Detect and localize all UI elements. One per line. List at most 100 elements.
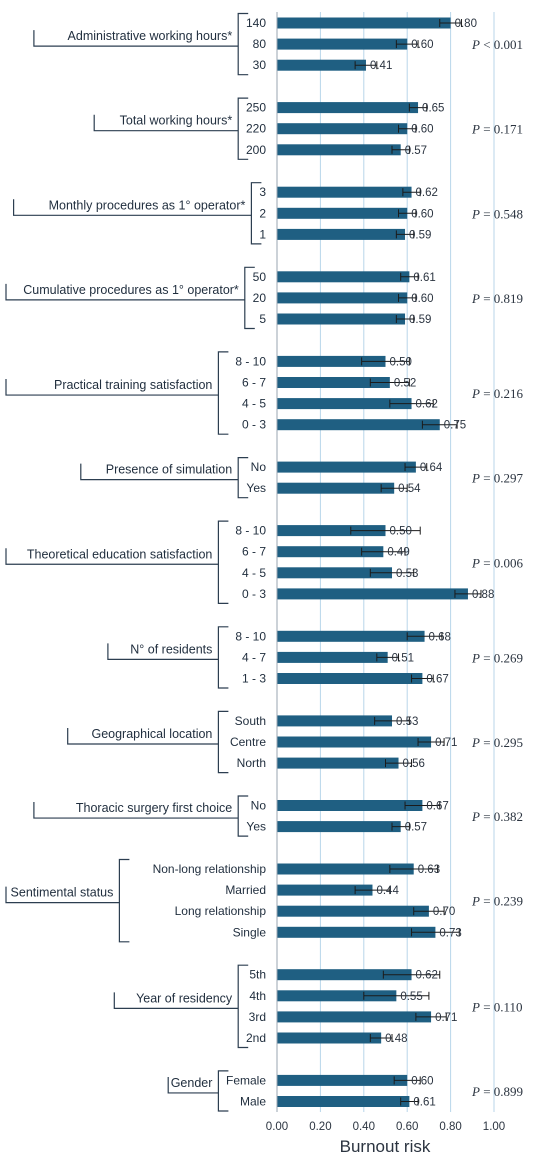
category-label: 30 — [253, 58, 267, 72]
group-label: Geographical location — [91, 727, 212, 741]
bar — [277, 905, 429, 917]
data-label: 0.50 — [390, 356, 412, 368]
bar — [277, 482, 395, 494]
category-label: Centre — [230, 735, 266, 749]
group-connector — [33, 802, 239, 819]
category-label: 4th — [249, 989, 266, 1003]
p-value: P = 0.548 — [471, 206, 523, 221]
p-symbol: P — [471, 471, 480, 486]
p-value: P = 0.295 — [471, 735, 523, 750]
data-label: 0.57 — [405, 145, 427, 157]
category-label: No — [251, 799, 267, 813]
data-label: 0.56 — [403, 758, 425, 770]
x-tick-label: 0.00 — [266, 1121, 288, 1133]
category-label: 1 - 3 — [242, 672, 266, 686]
bar — [277, 271, 410, 283]
p-value: P = 0.006 — [471, 555, 524, 570]
p-symbol: P — [471, 386, 480, 401]
p-value-text: = 0.006 — [480, 555, 524, 570]
bar — [277, 144, 401, 156]
category-label: 0 - 3 — [242, 587, 266, 601]
group-label: Cumulative procedures as 1° operator* — [23, 283, 239, 297]
category-label: 8 - 10 — [235, 354, 266, 368]
data-label: 0.60 — [411, 208, 433, 220]
bar — [277, 377, 390, 388]
category-label: 220 — [246, 122, 266, 136]
bar — [277, 59, 366, 71]
category-label: Male — [240, 1095, 266, 1109]
group-label: Administrative working hours* — [68, 29, 233, 43]
category-label: 20 — [253, 291, 267, 305]
category-label: South — [235, 714, 266, 728]
bar — [277, 313, 406, 325]
data-label: 0.88 — [472, 589, 494, 601]
bar — [277, 461, 416, 473]
bar — [277, 398, 412, 410]
p-value: P = 0.239 — [471, 894, 523, 909]
p-value-text: = 0.295 — [480, 735, 523, 750]
p-value: P = 0.216 — [471, 386, 524, 401]
category-label: 140 — [246, 16, 266, 30]
p-symbol: P — [471, 999, 480, 1014]
group-connector — [113, 992, 239, 1009]
category-label: Female — [226, 1073, 266, 1087]
bar — [277, 123, 408, 135]
bar — [277, 926, 436, 938]
category-label: 4 - 7 — [242, 650, 266, 664]
group-bracket — [217, 351, 229, 435]
category-label: No — [251, 460, 267, 474]
x-axis: 0.00 0.20 0.40 0.60 0.80 1.00 — [266, 12, 505, 1133]
group-connector — [167, 1076, 219, 1094]
group-bracket — [217, 626, 229, 689]
bar — [277, 715, 393, 727]
bar — [277, 673, 423, 684]
group-bracket — [217, 710, 229, 774]
group-bracket — [237, 964, 249, 1049]
category-label: 80 — [253, 37, 267, 51]
p-value: P < 0.001 — [471, 37, 523, 52]
data-label: 0.55 — [400, 991, 422, 1003]
group-bracket — [237, 97, 249, 160]
data-label: 0.53 — [396, 568, 418, 580]
data-label: 0.70 — [433, 906, 455, 918]
data-label: 0.67 — [426, 674, 448, 686]
group-connector — [67, 728, 219, 745]
p-value: P = 0.297 — [471, 471, 524, 486]
data-label: 0.48 — [385, 1033, 407, 1045]
data-label: 0.59 — [409, 229, 431, 241]
data-label: 0.65 — [422, 103, 444, 115]
group-connector — [107, 643, 219, 660]
category-label: Non-long relationship — [153, 862, 267, 876]
p-value-text: = 0.239 — [480, 894, 523, 909]
group-label: Total working hours* — [120, 114, 233, 128]
p-symbol: P — [471, 291, 480, 306]
bar — [277, 1074, 408, 1086]
bar — [277, 969, 412, 981]
bar — [277, 821, 401, 833]
p-value: P = 0.110 — [471, 999, 523, 1014]
data-label: 0.67 — [426, 801, 448, 813]
data-label: 0.75 — [444, 420, 466, 432]
group-connector — [80, 463, 239, 481]
category-label: 5th — [249, 968, 266, 982]
category-label: 3rd — [249, 1010, 266, 1024]
data-label: 0.62 — [416, 187, 438, 199]
category-label: 2nd — [246, 1031, 266, 1045]
bar — [277, 651, 388, 663]
bar — [277, 546, 384, 558]
group-connector — [5, 379, 219, 396]
bar — [277, 17, 451, 29]
data-label: 0.60 — [411, 1075, 433, 1087]
x-tick-label: 0.80 — [439, 1121, 461, 1133]
bar — [277, 525, 386, 537]
group-label: Year of residency — [136, 991, 233, 1005]
bar — [277, 800, 423, 811]
p-value-text: = 0.899 — [480, 1084, 523, 1099]
data-label: 0.41 — [370, 60, 392, 72]
group-bracket — [250, 182, 262, 245]
group-connector — [13, 199, 252, 216]
group-bracket — [237, 12, 249, 76]
category-label: 8 - 10 — [235, 629, 266, 643]
bar — [277, 419, 440, 431]
